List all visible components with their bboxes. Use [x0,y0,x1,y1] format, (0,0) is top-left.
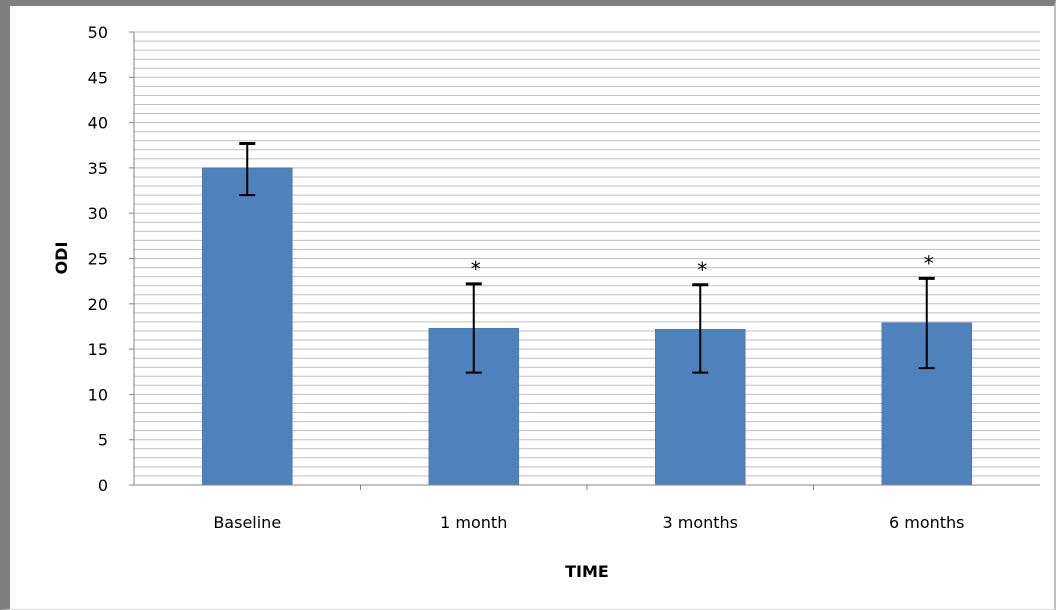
y-tick-label: 40 [88,114,108,133]
y-tick-label: 0 [98,476,108,495]
y-tick-label: 50 [88,23,108,42]
x-tick-label: Baseline [213,513,281,532]
significance-marker: * [924,251,934,275]
y-tick-label: 5 [98,431,108,450]
x-axis-label: TIME [565,562,609,581]
annotations: * * * [471,251,934,281]
y-tick-label: 30 [88,204,108,223]
y-tick-label: 20 [88,295,108,314]
y-axis-label: ODI [52,242,71,275]
y-tick-label: 35 [88,159,108,178]
error-bars [239,141,935,374]
bar [202,167,293,486]
y-tick-label: 45 [88,68,108,87]
x-tick-label: 6 months [889,513,965,532]
x-tick-labels: Baseline 1 month 3 months 6 months [213,513,964,532]
axes [129,31,1040,490]
y-tick-label: 15 [88,340,108,359]
y-tick-label: 10 [88,385,108,404]
significance-marker: * [471,257,481,281]
bars [202,167,973,486]
y-tick-labels: 0 5 10 15 20 25 30 35 40 45 50 [88,23,108,495]
x-tick-label: 1 month [440,513,507,532]
significance-marker: * [697,258,707,282]
x-tick-label: 3 months [662,513,738,532]
y-tick-label: 25 [88,250,108,269]
